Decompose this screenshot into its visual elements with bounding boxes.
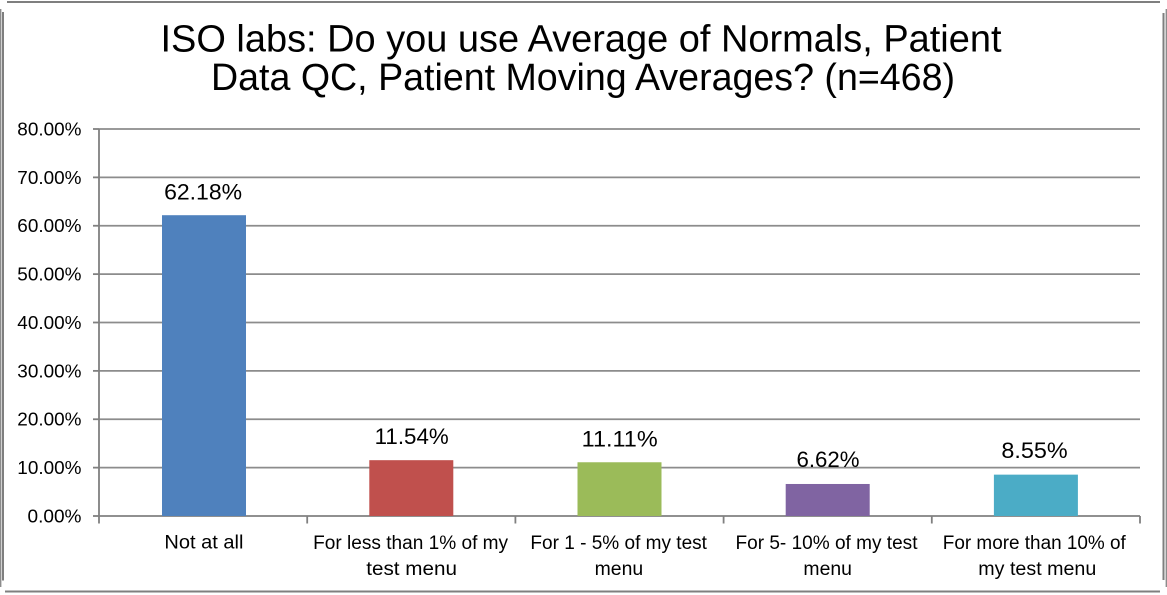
svg-text:0.00%: 0.00% xyxy=(28,507,82,527)
svg-text:6.62%: 6.62% xyxy=(797,447,860,472)
svg-text:60.00%: 60.00% xyxy=(17,216,81,236)
svg-text:Not at all: Not at all xyxy=(164,533,243,554)
svg-text:40.00%: 40.00% xyxy=(17,313,81,333)
svg-text:For less than 1% of my: For less than 1% of my xyxy=(313,533,509,554)
svg-text:11.11%: 11.11% xyxy=(582,426,658,451)
svg-text:my test menu: my test menu xyxy=(978,559,1096,580)
svg-text:70.00%: 70.00% xyxy=(17,168,81,188)
svg-text:For more than 10% of: For more than 10% of xyxy=(943,533,1127,554)
svg-text:menu: menu xyxy=(595,559,644,580)
svg-text:Data QC, Patient Moving Averag: Data QC, Patient Moving Averages? (n=468… xyxy=(211,56,955,98)
svg-text:For 1 - 5% of my test: For 1 - 5% of my test xyxy=(530,533,707,554)
svg-text:10.00%: 10.00% xyxy=(17,458,81,478)
svg-text:test menu: test menu xyxy=(366,559,457,580)
svg-text:50.00%: 50.00% xyxy=(17,265,81,285)
svg-text:ISO labs: Do you use Average o: ISO labs: Do you use Average of Normals,… xyxy=(161,18,1003,60)
svg-text:20.00%: 20.00% xyxy=(17,410,81,430)
svg-text:80.00%: 80.00% xyxy=(17,120,81,140)
svg-text:62.18%: 62.18% xyxy=(164,180,242,205)
svg-text:11.54%: 11.54% xyxy=(375,424,449,449)
svg-text:For 5- 10% of my test: For 5- 10% of my test xyxy=(736,533,919,554)
svg-text:30.00%: 30.00% xyxy=(17,361,81,381)
svg-text:8.55%: 8.55% xyxy=(1001,438,1067,463)
svg-text:menu: menu xyxy=(803,559,852,580)
